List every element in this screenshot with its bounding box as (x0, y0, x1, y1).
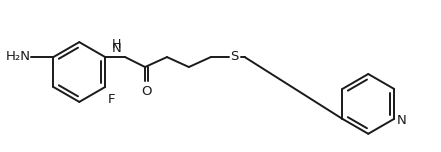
Text: H: H (112, 38, 121, 51)
Text: H₂N: H₂N (5, 50, 30, 63)
Text: S: S (230, 50, 238, 63)
Text: N: N (111, 42, 121, 55)
Text: N: N (397, 114, 407, 127)
Text: O: O (141, 85, 151, 98)
Text: F: F (108, 93, 116, 106)
